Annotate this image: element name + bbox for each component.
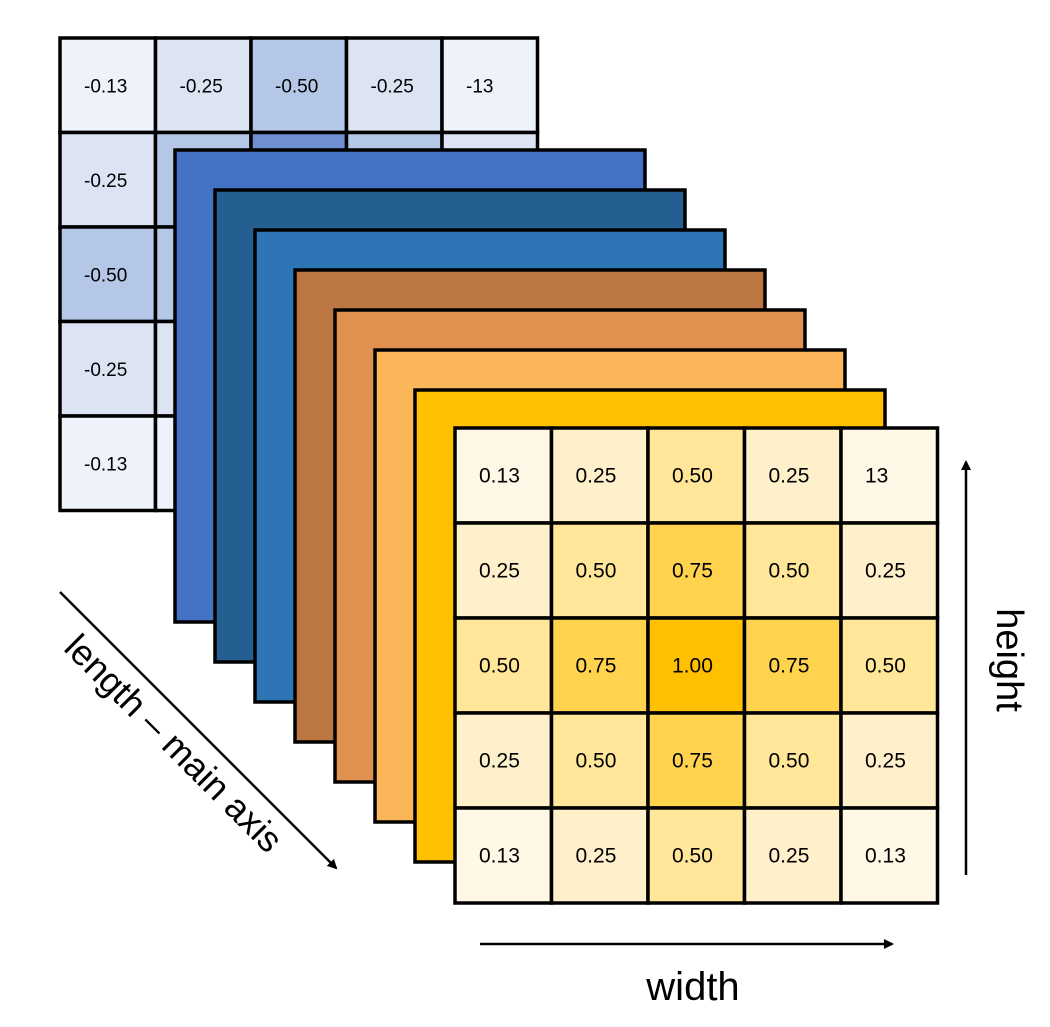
front-layer-cell-value: 0.75 <box>769 655 810 678</box>
front-layer-cell <box>839 806 940 905</box>
front-layer-cell-value: 13 <box>865 465 888 488</box>
length-axis-arrow <box>59 591 338 870</box>
width-axis-label: width <box>645 965 739 1009</box>
front-layer-cell-value: 0.25 <box>479 750 520 773</box>
front-layer-cell-value: 0.50 <box>576 560 617 583</box>
back-layer-cell-value: -0.25 <box>84 171 127 192</box>
front-layer-cell-value: 0.25 <box>769 465 810 488</box>
back-layer-cell <box>58 36 158 135</box>
front-layer-cell <box>742 711 843 810</box>
front-layer-cell-value: 0.75 <box>672 750 713 773</box>
back-layer-cell-value: -0.25 <box>371 76 414 97</box>
front-layer-cell-value: 0.25 <box>865 560 906 583</box>
front-layer-cell-value: 0.25 <box>479 560 520 583</box>
front-layer-cell <box>839 426 940 525</box>
front-layer-cell-value: 0.50 <box>769 560 810 583</box>
front-layer-cell-value: 0.13 <box>479 465 520 488</box>
front-layer-cell-value: 0.50 <box>479 655 520 678</box>
back-layer-cell <box>249 36 349 135</box>
front-layer-cell <box>453 426 554 525</box>
front-layer-cell-value: 0.50 <box>672 465 713 488</box>
front-layer-cell <box>646 806 747 905</box>
back-layer-cell-value: -0.13 <box>84 76 127 97</box>
front-layer-cell-value: 0.25 <box>769 845 810 868</box>
back-layer-cell <box>58 414 158 513</box>
height-axis-label: height <box>988 608 1030 712</box>
front-layer-cell-value: 0.50 <box>865 655 906 678</box>
back-layer-cell-value: -0.50 <box>275 76 318 97</box>
front-layer-cell <box>742 806 843 905</box>
front-layer-cell <box>646 426 747 525</box>
front-layer-cell <box>549 806 650 905</box>
front-layer-cell-value: 1.00 <box>672 655 713 678</box>
front-layer-cell-value: 0.25 <box>576 845 617 868</box>
front-layer-cell <box>839 521 940 620</box>
front-layer-cell <box>453 806 554 905</box>
back-layer-cell-value: -0.25 <box>180 76 223 97</box>
front-layer-cell-value: 0.50 <box>576 750 617 773</box>
back-layer-cell-value: -13 <box>466 76 493 97</box>
front-layer-cell-value: 0.50 <box>672 845 713 868</box>
front-layer-cell <box>549 521 650 620</box>
back-layer-cell <box>58 319 158 418</box>
back-layer-cell-value: -0.25 <box>84 360 127 381</box>
front-layer-cell-value: 0.13 <box>479 845 520 868</box>
back-layer-cell-value: -0.13 <box>84 454 127 475</box>
back-layer-cell <box>440 36 540 135</box>
front-layer-cell-value: 0.25 <box>576 465 617 488</box>
front-layer-cell-value: 0.13 <box>865 845 906 868</box>
front-layer-cell-value: 0.25 <box>865 750 906 773</box>
front-layer-cell-value: 0.75 <box>672 560 713 583</box>
front-layer-cell-value: 0.50 <box>769 750 810 773</box>
front-layer-cell <box>742 616 843 715</box>
front-layer-grid: 0.13 0.25 0.50 0.25 13 0.25 0.50 0.75 0.50 0.25 0.… <box>453 426 940 905</box>
front-layer-cell-value: 0.75 <box>576 655 617 678</box>
back-layer-cell-value: -0.50 <box>84 265 127 286</box>
front-layer-cell <box>549 616 650 715</box>
